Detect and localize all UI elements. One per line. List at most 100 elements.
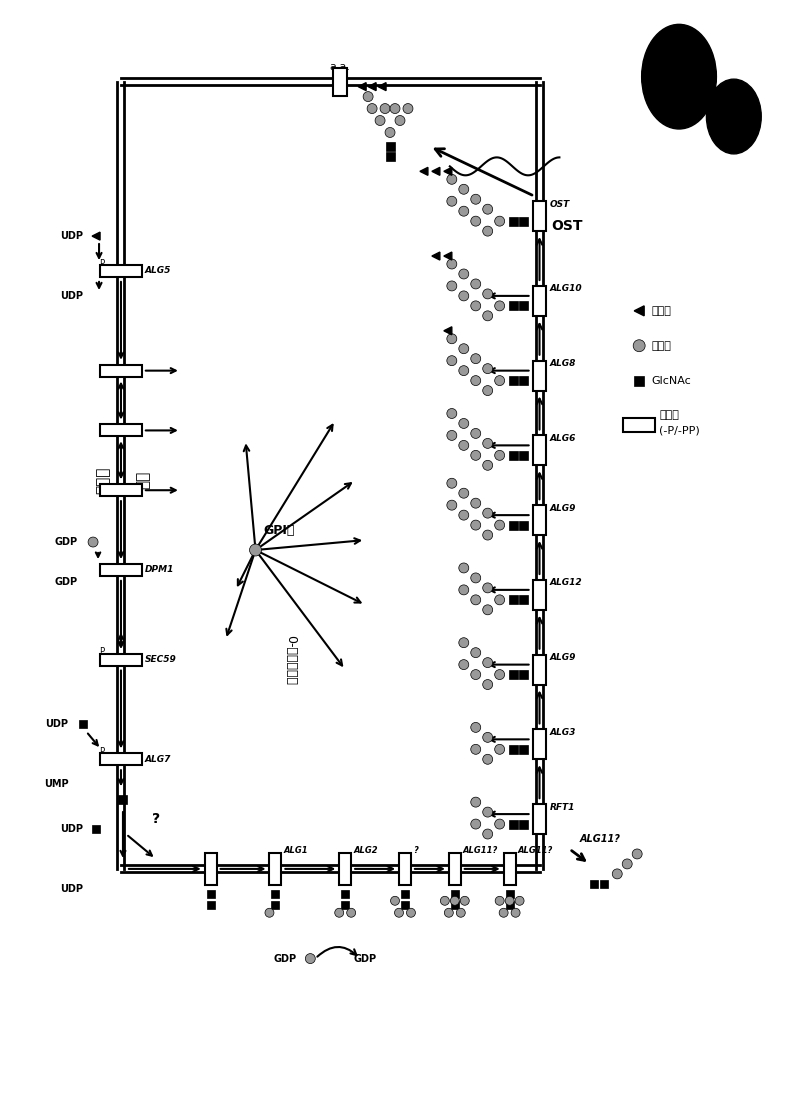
Bar xyxy=(271,901,279,909)
Circle shape xyxy=(458,440,469,450)
Circle shape xyxy=(458,343,469,353)
Text: 0-甘露糖基化: 0-甘露糖基化 xyxy=(284,635,297,685)
Bar xyxy=(509,820,518,829)
Polygon shape xyxy=(444,327,452,335)
Text: P: P xyxy=(99,258,105,267)
Text: RFT1: RFT1 xyxy=(550,802,575,812)
Bar xyxy=(339,853,351,885)
Text: P: P xyxy=(99,747,105,756)
Circle shape xyxy=(367,103,377,113)
Circle shape xyxy=(458,659,469,669)
Bar xyxy=(509,301,518,310)
Circle shape xyxy=(482,583,493,593)
Bar xyxy=(334,68,347,95)
Circle shape xyxy=(395,115,405,125)
Text: (-P/-PP): (-P/-PP) xyxy=(659,425,700,435)
Bar xyxy=(205,853,217,885)
Circle shape xyxy=(482,289,493,299)
Circle shape xyxy=(470,499,481,509)
Circle shape xyxy=(482,226,493,236)
Circle shape xyxy=(494,819,505,829)
Circle shape xyxy=(470,353,481,363)
Text: GDP: GDP xyxy=(54,577,78,587)
Bar xyxy=(100,424,142,437)
Text: GDP: GDP xyxy=(354,954,377,964)
Text: GlcNAc: GlcNAc xyxy=(651,376,691,386)
Bar xyxy=(342,890,349,897)
Circle shape xyxy=(470,279,481,289)
Circle shape xyxy=(470,819,481,829)
Circle shape xyxy=(612,869,622,879)
Bar xyxy=(79,720,87,728)
Bar xyxy=(449,853,461,885)
Circle shape xyxy=(447,356,457,366)
Bar xyxy=(519,521,528,530)
Circle shape xyxy=(482,732,493,742)
Circle shape xyxy=(494,450,505,460)
Circle shape xyxy=(470,194,481,204)
Bar xyxy=(533,655,546,685)
Bar xyxy=(533,286,546,316)
Circle shape xyxy=(440,896,450,905)
Bar xyxy=(451,890,458,897)
Circle shape xyxy=(346,909,356,917)
Text: OST: OST xyxy=(551,219,583,233)
Bar xyxy=(206,901,214,909)
Bar xyxy=(399,853,411,885)
Bar xyxy=(506,890,514,897)
Bar xyxy=(519,217,528,226)
Polygon shape xyxy=(358,83,366,91)
Text: UDP: UDP xyxy=(60,824,82,834)
Circle shape xyxy=(458,206,469,216)
Bar xyxy=(509,376,518,386)
Circle shape xyxy=(470,520,481,530)
Circle shape xyxy=(403,103,413,113)
Circle shape xyxy=(622,859,632,869)
Bar xyxy=(100,365,142,377)
Text: ALG5: ALG5 xyxy=(145,267,171,276)
Bar xyxy=(519,595,528,604)
Text: 多萜醇: 多萜醇 xyxy=(659,410,679,420)
Circle shape xyxy=(450,896,459,905)
Bar xyxy=(600,880,608,888)
Bar xyxy=(519,376,528,386)
Bar xyxy=(100,265,142,277)
Text: ALG7: ALG7 xyxy=(145,755,171,763)
Circle shape xyxy=(458,510,469,520)
Circle shape xyxy=(390,103,400,113)
Bar xyxy=(100,753,142,766)
Text: ALG10: ALG10 xyxy=(550,285,582,294)
Circle shape xyxy=(458,638,469,648)
Polygon shape xyxy=(420,167,428,175)
Bar xyxy=(509,595,518,604)
Circle shape xyxy=(363,92,373,102)
Bar xyxy=(506,901,514,909)
Circle shape xyxy=(458,585,469,595)
Text: ALG11?: ALG11? xyxy=(579,834,620,844)
Text: ALG12: ALG12 xyxy=(550,578,582,587)
Ellipse shape xyxy=(642,24,716,129)
Text: P: P xyxy=(99,647,105,656)
Circle shape xyxy=(306,954,315,964)
Circle shape xyxy=(265,909,274,917)
Bar xyxy=(519,745,528,753)
Circle shape xyxy=(458,563,469,573)
Circle shape xyxy=(482,363,493,373)
Polygon shape xyxy=(378,83,386,91)
Text: ALG9: ALG9 xyxy=(550,504,576,513)
Text: 细胞质: 细胞质 xyxy=(95,466,110,494)
Text: ALG6: ALG6 xyxy=(550,434,576,443)
Text: 内腔: 内腔 xyxy=(135,471,150,490)
Bar xyxy=(533,361,546,390)
Circle shape xyxy=(482,386,493,396)
Text: ALG11?: ALG11? xyxy=(518,847,553,855)
Circle shape xyxy=(447,500,457,510)
Circle shape xyxy=(458,184,469,194)
Polygon shape xyxy=(634,306,644,316)
Bar xyxy=(533,804,546,834)
Bar xyxy=(92,825,100,833)
Bar xyxy=(206,890,214,897)
Circle shape xyxy=(88,537,98,547)
Bar xyxy=(623,419,655,432)
Circle shape xyxy=(447,430,457,440)
